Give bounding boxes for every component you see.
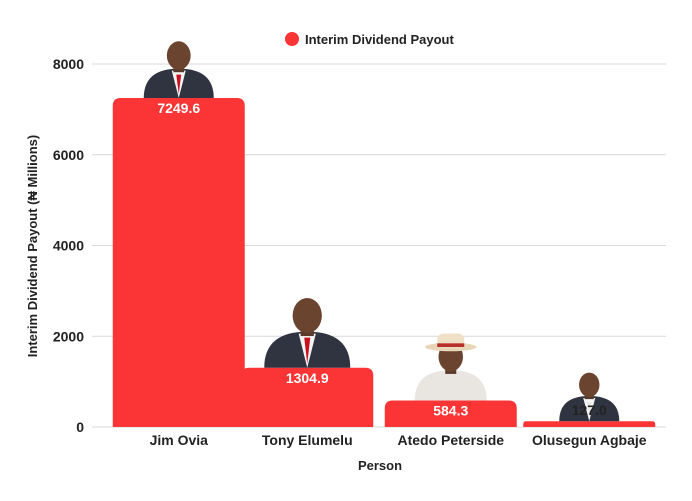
y-tick-label: 0 (76, 419, 84, 435)
person-photo (264, 298, 351, 368)
portrait-head (292, 298, 322, 334)
x-tick-label: Jim Ovia (150, 432, 209, 448)
y-tick-label: 4000 (53, 238, 84, 254)
portrait-head (166, 41, 191, 70)
value-label: 584.3 (433, 402, 468, 418)
legend: Interim Dividend Payout (285, 32, 454, 47)
value-label: 1304.9 (286, 370, 329, 386)
bar (112, 98, 245, 427)
y-axis-title: Interim Dividend Payout (₦ Millions) (25, 135, 40, 357)
portrait-head (579, 372, 600, 398)
x-axis-ticks: Jim Ovia Tony Elumelu Atedo Peterside Oluse… (150, 432, 647, 448)
x-axis-title: Person (358, 458, 402, 473)
value-label: 127.0 (572, 402, 607, 418)
legend-marker (285, 32, 299, 46)
portrait-hat-band (437, 343, 465, 347)
bar (384, 400, 517, 427)
legend-label: Interim Dividend Payout (305, 32, 454, 47)
portrait-tie (176, 74, 182, 95)
portrait-suit (414, 370, 487, 401)
value-label: 7249.6 (157, 100, 200, 116)
bars (112, 98, 656, 427)
y-tick-label: 6000 (53, 147, 84, 163)
bar (523, 421, 656, 427)
x-tick-label: Olusegun Agbaje (532, 432, 647, 448)
person-photo (143, 41, 214, 99)
bar (241, 367, 374, 427)
value-labels: 7249.6 1304.9 584.3 127.0 (157, 100, 607, 418)
y-tick-label: 8000 (53, 56, 84, 72)
person-photo (559, 372, 620, 422)
person-photo (414, 333, 487, 401)
y-axis-ticks: 0 2000 4000 6000 8000 (53, 56, 84, 435)
x-tick-label: Tony Elumelu (262, 432, 353, 448)
y-tick-label: 2000 (53, 328, 84, 344)
portrait-tie (304, 337, 311, 364)
portraits (143, 41, 620, 422)
portrait-tie (587, 402, 592, 418)
x-tick-label: Atedo Peterside (397, 432, 504, 448)
